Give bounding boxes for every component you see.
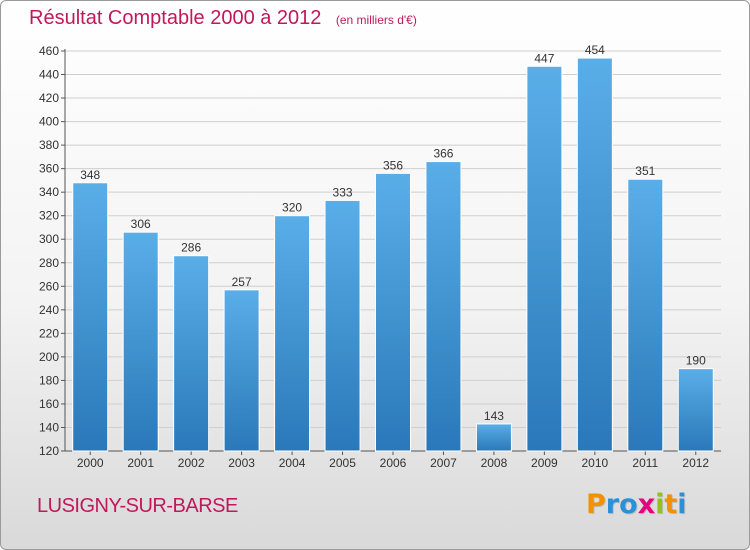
value-label-2005: 333 (333, 185, 353, 199)
bar-2001 (122, 231, 159, 452)
y-tick-label: 200 (39, 350, 59, 364)
x-tick-label-2003: 2003 (228, 456, 255, 470)
logo-letter: i (655, 489, 665, 520)
y-tick-label: 260 (39, 279, 59, 293)
x-tick-label-2000: 2000 (77, 456, 104, 470)
chart-subtitle: (en milliers d'€) (335, 13, 417, 27)
x-tick-label-2010: 2010 (581, 456, 608, 470)
x-tick-label-2006: 2006 (380, 456, 407, 470)
logo-letter: i (677, 489, 687, 520)
y-tick-label: 140 (39, 420, 59, 434)
y-tick-label: 360 (39, 162, 59, 176)
bar-2007 (425, 161, 462, 452)
y-tick-label: 400 (39, 115, 59, 129)
bar-2009 (526, 65, 563, 452)
y-tick-label: 420 (39, 91, 59, 105)
axes: 120 140 160 180 200 220 240 260 280 300 320 340 360 3… (39, 44, 721, 470)
y-tick-label: 340 (39, 185, 59, 199)
y-tick-label: 240 (39, 303, 59, 317)
y-tick-label: 440 (39, 68, 59, 82)
value-label-2011: 351 (635, 164, 655, 178)
y-tick-label: 220 (39, 326, 59, 340)
bar-2005 (324, 199, 361, 452)
x-tick-label-2007: 2007 (430, 456, 457, 470)
y-tick-label: 120 (39, 444, 59, 458)
commune-name: LUSIGNY-SUR-BARSE (37, 495, 238, 517)
value-label-2010: 454 (585, 43, 605, 57)
value-label-2007: 366 (433, 147, 453, 161)
y-tick-label: 280 (39, 256, 59, 270)
labels: 348 306 286 257 320 333 356 366 143 447 454 351 190 (80, 43, 706, 423)
logo-letter: P (586, 489, 606, 520)
value-label-2006: 356 (383, 158, 403, 172)
bars (72, 57, 714, 452)
value-label-2000: 348 (80, 168, 100, 182)
y-tick-label: 380 (39, 138, 59, 152)
x-tick-label-2001: 2001 (127, 456, 154, 470)
logo-letter: t (664, 489, 678, 520)
value-label-2008: 143 (484, 409, 504, 423)
logo-letter: o (619, 489, 638, 520)
y-tick-label: 160 (39, 397, 59, 411)
y-tick-label: 320 (39, 209, 59, 223)
value-label-2004: 320 (282, 201, 302, 215)
proxiti-logo: Proxiti (586, 489, 687, 521)
value-label-2001: 306 (131, 217, 151, 231)
value-label-2012: 190 (686, 354, 706, 368)
bar-2002 (173, 255, 210, 452)
bar-2012 (677, 368, 714, 452)
y-tick-label: 460 (39, 44, 59, 58)
logo-letter: r (605, 489, 620, 520)
bar-2004 (274, 215, 311, 452)
y-tick-label: 300 (39, 232, 59, 246)
x-tick-label-2012: 2012 (682, 456, 709, 470)
bar-2008 (475, 423, 512, 452)
value-label-2002: 286 (181, 241, 201, 255)
bar-2000 (72, 182, 109, 452)
chart-title: Résultat Comptable 2000 à 2012 (29, 7, 322, 29)
bar-2010 (576, 57, 613, 452)
y-tick-label: 180 (39, 373, 59, 387)
value-label-2003: 257 (232, 275, 252, 289)
bar-2006 (375, 172, 411, 452)
bar-2003 (223, 289, 260, 452)
bar-2011 (627, 178, 664, 452)
x-tick-label-2008: 2008 (481, 456, 508, 470)
title-row: Résultat Comptable 2000 à 2012 (en milli… (29, 7, 417, 30)
value-label-2009: 447 (534, 51, 554, 65)
x-tick-label-2002: 2002 (178, 456, 205, 470)
x-tick-label-2011: 2011 (632, 456, 658, 470)
x-tick-label-2004: 2004 (279, 456, 306, 470)
x-tick-label-2005: 2005 (329, 456, 356, 470)
x-tick-label-2009: 2009 (531, 456, 558, 470)
logo-letter: x (637, 489, 656, 520)
